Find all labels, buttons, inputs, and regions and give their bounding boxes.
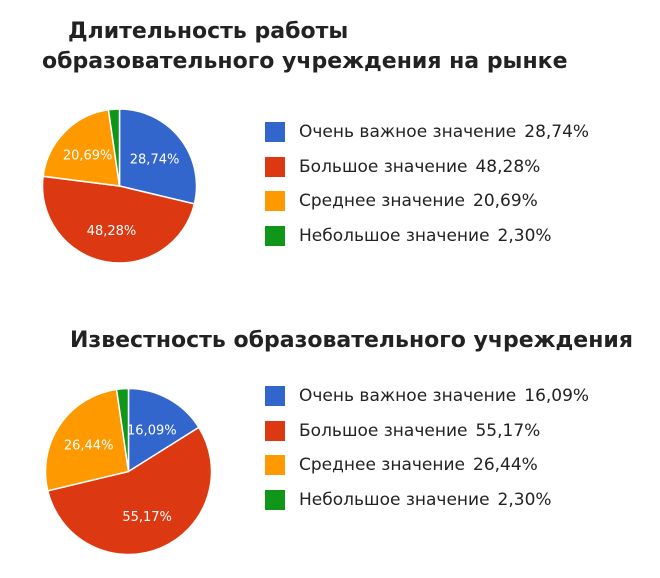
legend-label: Большое значение [299, 420, 468, 441]
pie-slice [41, 175, 196, 264]
legend-swatch [265, 489, 285, 510]
pie-slice [115, 387, 130, 472]
legend-value: 2,30% [497, 225, 552, 246]
legend-label: Большое значение [299, 156, 468, 177]
legend-label: Небольшое значение [299, 225, 490, 246]
legend-label: Очень важное значение [299, 386, 517, 407]
legend-item: Небольшое значение 2,30% [265, 219, 589, 254]
legend-item: Очень важное значение 16,09% [265, 379, 589, 414]
chart-title-1: Длительность работы образовательного учр… [42, 19, 568, 74]
legend-label: Очень важное значение [299, 122, 517, 143]
pie-slice [42, 108, 121, 187]
legend-label: Небольшое значение [299, 489, 490, 510]
legend-swatch [265, 225, 285, 246]
legend-item: Большое значение 55,17% [265, 414, 589, 449]
legend-item: Среднее значение 20,69% [265, 184, 589, 219]
legend-swatch [265, 455, 285, 476]
slice-data-label: 28,74% [130, 152, 180, 167]
pie-slice [118, 108, 198, 205]
slice-data-label: 20,69% [63, 149, 113, 164]
pie-slice [107, 108, 121, 187]
legend-value: 28,74% [524, 122, 590, 143]
pie-slice [44, 388, 130, 492]
pie-slice [127, 387, 200, 473]
legend-label: Среднее значение [299, 455, 466, 476]
slice-data-label: 48,28% [87, 224, 137, 239]
legend-value: 26,44% [473, 455, 538, 476]
slice-data-label: 16,09% [127, 423, 177, 438]
legend-swatch [265, 122, 285, 143]
chart-title-2: Известность образовательного учреждения [70, 328, 633, 353]
pie-slice [46, 426, 213, 556]
legend-2: Очень важное значение 16,09% Большое значе… [265, 379, 589, 517]
legend-swatch [265, 386, 285, 407]
legend-value: 2,30% [497, 489, 552, 510]
legend-1: Очень важное значение 28,74% Большое значе… [265, 115, 589, 253]
legend-value: 16,09% [524, 386, 590, 407]
legend-item: Среднее значение 26,44% [265, 448, 589, 483]
legend-swatch [265, 420, 285, 441]
legend-value: 55,17% [475, 420, 541, 441]
legend-swatch [265, 156, 285, 177]
legend-value: 20,69% [473, 191, 538, 212]
legend-item: Очень важное значение 28,74% [265, 115, 589, 150]
legend-item: Небольшое значение 2,30% [265, 483, 589, 518]
legend-value: 48,28% [475, 156, 541, 177]
legend-item: Большое значение 48,28% [265, 150, 589, 185]
slice-data-label: 26,44% [64, 438, 114, 453]
slice-data-label: 55,17% [122, 510, 172, 525]
legend-label: Среднее значение [299, 191, 466, 212]
legend-swatch [265, 191, 285, 212]
